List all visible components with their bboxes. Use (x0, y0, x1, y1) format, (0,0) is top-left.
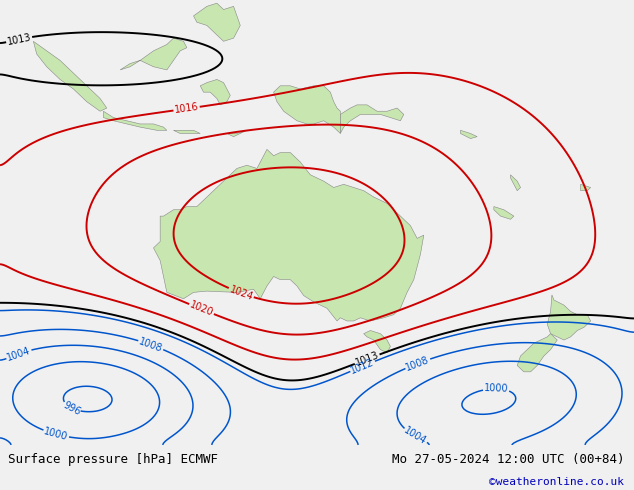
Polygon shape (517, 334, 557, 372)
Polygon shape (227, 130, 247, 137)
Polygon shape (510, 175, 521, 191)
Text: 1004: 1004 (6, 345, 32, 363)
Text: 1024: 1024 (228, 284, 254, 302)
Polygon shape (120, 38, 187, 70)
Text: Surface pressure [hPa] ECMWF: Surface pressure [hPa] ECMWF (8, 453, 217, 466)
Text: 1020: 1020 (188, 300, 215, 318)
Polygon shape (200, 79, 230, 105)
Polygon shape (547, 295, 591, 340)
Polygon shape (364, 331, 391, 353)
Polygon shape (340, 105, 404, 133)
Polygon shape (34, 41, 107, 111)
Polygon shape (274, 86, 340, 133)
Polygon shape (494, 207, 514, 220)
Text: ©weatheronline.co.uk: ©weatheronline.co.uk (489, 477, 624, 487)
Text: 1016: 1016 (174, 102, 200, 115)
Text: 1013: 1013 (6, 32, 32, 47)
Text: 1000: 1000 (43, 426, 69, 442)
Text: 1000: 1000 (484, 383, 508, 394)
Polygon shape (174, 130, 200, 133)
Text: 1004: 1004 (403, 425, 429, 447)
Text: 996: 996 (61, 400, 82, 417)
Text: Mo 27-05-2024 12:00 UTC (00+84): Mo 27-05-2024 12:00 UTC (00+84) (392, 453, 624, 466)
Text: 1008: 1008 (404, 354, 431, 372)
Polygon shape (153, 149, 424, 321)
Text: 1013: 1013 (354, 350, 380, 368)
Polygon shape (193, 3, 240, 41)
Polygon shape (103, 111, 167, 130)
Polygon shape (460, 130, 477, 139)
Polygon shape (581, 184, 591, 191)
Text: 1012: 1012 (349, 357, 376, 376)
Text: 1008: 1008 (138, 336, 164, 354)
